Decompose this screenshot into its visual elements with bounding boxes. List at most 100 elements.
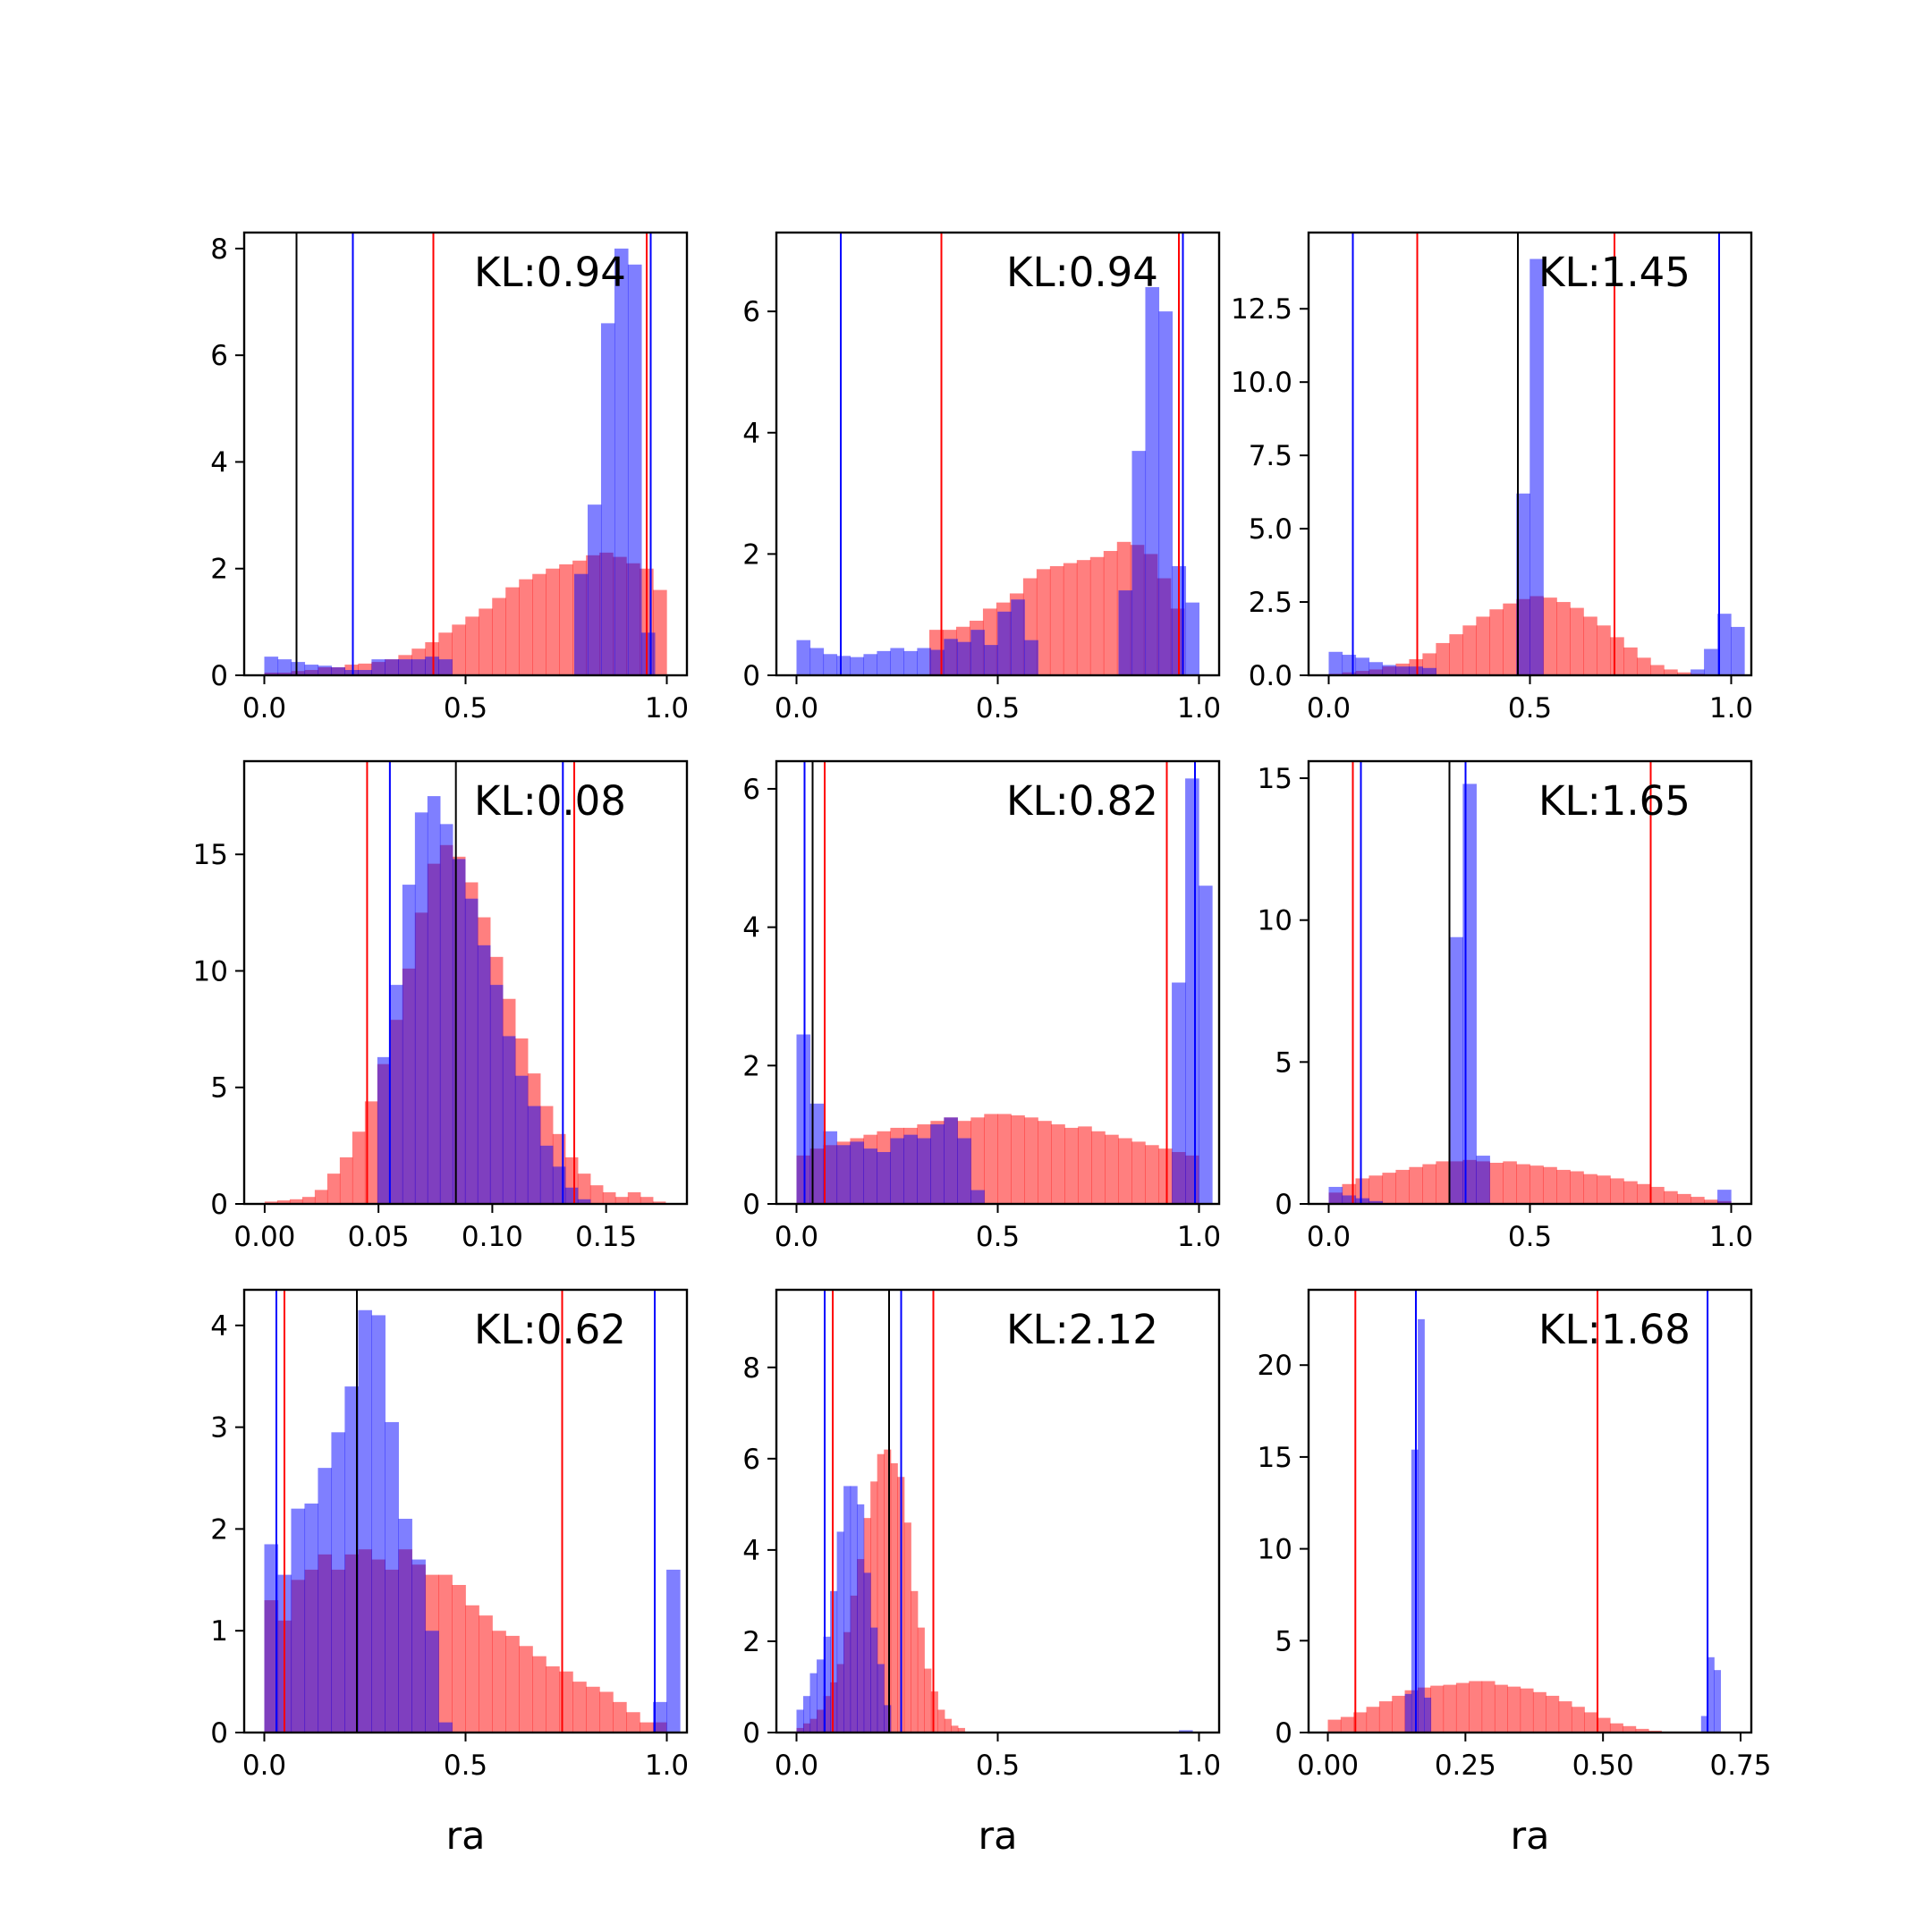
histogram-bar (1503, 603, 1517, 675)
histogram-bar (1158, 311, 1174, 675)
histogram-bar (626, 1712, 640, 1733)
histogram-bar (587, 504, 602, 675)
histogram-bar (863, 1148, 878, 1204)
kl-annotation: KL:0.94 (1006, 249, 1158, 296)
histogram-bar (1584, 1712, 1598, 1733)
x-tick-label: 1.0 (645, 1750, 689, 1782)
histogram-bar (1409, 666, 1423, 675)
histogram-bar (1664, 669, 1678, 675)
y-tick-label: 1 (210, 1615, 228, 1648)
histogram-bar (1637, 657, 1651, 675)
histogram-bar (339, 1157, 353, 1204)
histogram-bar (559, 564, 573, 675)
histogram-bar (1158, 1148, 1173, 1204)
histogram-bar (1024, 640, 1038, 675)
histogram-bar (1489, 1162, 1504, 1204)
y-tick-label: 8 (210, 233, 228, 266)
y-tick-label: 0 (210, 1717, 228, 1750)
histogram-bar (1520, 1688, 1534, 1733)
histogram-bar (1677, 1193, 1691, 1204)
y-tick-label: 0 (1275, 1189, 1292, 1221)
histogram-bar (546, 568, 560, 675)
histogram-bar (850, 1486, 858, 1733)
histogram-bar (1650, 1186, 1665, 1204)
histogram-bar (1700, 1716, 1708, 1733)
histogram-bar (438, 1722, 453, 1733)
histogram-bar (863, 1572, 871, 1733)
kl-annotation: KL:0.94 (474, 249, 626, 296)
x-tick-label: 0.00 (233, 1221, 295, 1253)
histogram-bar (527, 1106, 541, 1204)
x-tick-label: 0.10 (462, 1221, 523, 1253)
histogram-bar (1118, 1138, 1132, 1204)
histogram-bar (903, 1522, 911, 1733)
y-tick-label: 6 (742, 1444, 760, 1476)
histogram-bar (1328, 1186, 1343, 1204)
histogram-bar (1131, 1141, 1146, 1204)
histogram-bar (577, 1174, 591, 1204)
histogram-bar (1714, 1670, 1722, 1733)
x-tick-label: 0.15 (575, 1221, 637, 1253)
histogram-bar (1476, 1156, 1490, 1204)
y-tick-label: 10 (1258, 905, 1292, 937)
histogram-bar (425, 1631, 439, 1733)
histogram-bar (1570, 607, 1584, 675)
histogram-bar (377, 1056, 391, 1204)
y-tick-label: 0.0 (1249, 660, 1292, 692)
histogram-bar (465, 616, 479, 675)
histogram-bar (653, 1701, 667, 1733)
histogram-bar (1131, 451, 1147, 675)
axes-frame (242, 759, 689, 1206)
kl-annotation: KL:1.65 (1538, 777, 1690, 825)
histogram-bar (276, 1200, 291, 1204)
histogram-bar (1355, 1198, 1370, 1204)
histogram-bar (358, 1309, 372, 1733)
histogram-bar (877, 1453, 885, 1733)
histogram-bar (917, 1138, 931, 1204)
subplot-4: 0.00 0.05 0.10 0.15 0 5 10 15 KL:0.08 (193, 759, 689, 1253)
histogram-bar (1443, 1684, 1457, 1733)
histogram-bar (1556, 602, 1571, 675)
histogram-bar (1328, 651, 1343, 675)
histogram-bar (1355, 1178, 1370, 1204)
y-tick-label: 2 (742, 1050, 760, 1082)
x-tick-label: 0.5 (1508, 692, 1552, 724)
histogram-bar (371, 659, 386, 675)
histogram-bar (1409, 1166, 1423, 1204)
histogram-bar (850, 1141, 865, 1204)
histogram-bar (1516, 1164, 1530, 1204)
x-tick-label: 1.0 (1177, 1221, 1221, 1253)
y-tick-label: 0 (742, 1189, 760, 1221)
y-tick-label: 5 (1275, 1046, 1292, 1079)
histogram-bar (464, 898, 479, 1204)
plot-area (264, 1290, 681, 1733)
subplot-1: 0.0 0.5 1.0 0 2 4 6 8 KL:0.94 (210, 231, 689, 724)
x-tick-label: 1.0 (1177, 1750, 1221, 1782)
x-tick-label: 0.5 (1508, 1221, 1552, 1253)
histogram-bar (890, 1138, 904, 1204)
histogram-bar (331, 1432, 346, 1733)
histogram-bar (1011, 599, 1025, 675)
histogram-bar (492, 597, 506, 675)
x-tick-label: 0.5 (444, 692, 487, 724)
x-tick-label: 0.0 (775, 692, 818, 724)
histogram-bar (318, 665, 333, 675)
histogram-bar (477, 945, 491, 1204)
histogram-bar (957, 1138, 971, 1204)
histogram-bar (304, 1503, 319, 1733)
histogram-bar (411, 659, 426, 675)
histogram-bar (917, 1627, 925, 1733)
histogram-bar (870, 1481, 878, 1733)
histogram-bar (326, 1174, 341, 1204)
histogram-bar (1340, 1716, 1354, 1733)
x-axis-label: ra (445, 1814, 485, 1859)
x-tick-label: 0.0 (242, 1750, 286, 1782)
histogram-bar (1516, 493, 1530, 675)
y-tick-label: 6 (742, 774, 760, 806)
histogram-bar (614, 1197, 629, 1204)
histogram-bar (452, 624, 466, 675)
histogram-bar (627, 1191, 641, 1204)
histogram-bar (1145, 287, 1160, 675)
y-tick-label: 2 (742, 538, 760, 571)
